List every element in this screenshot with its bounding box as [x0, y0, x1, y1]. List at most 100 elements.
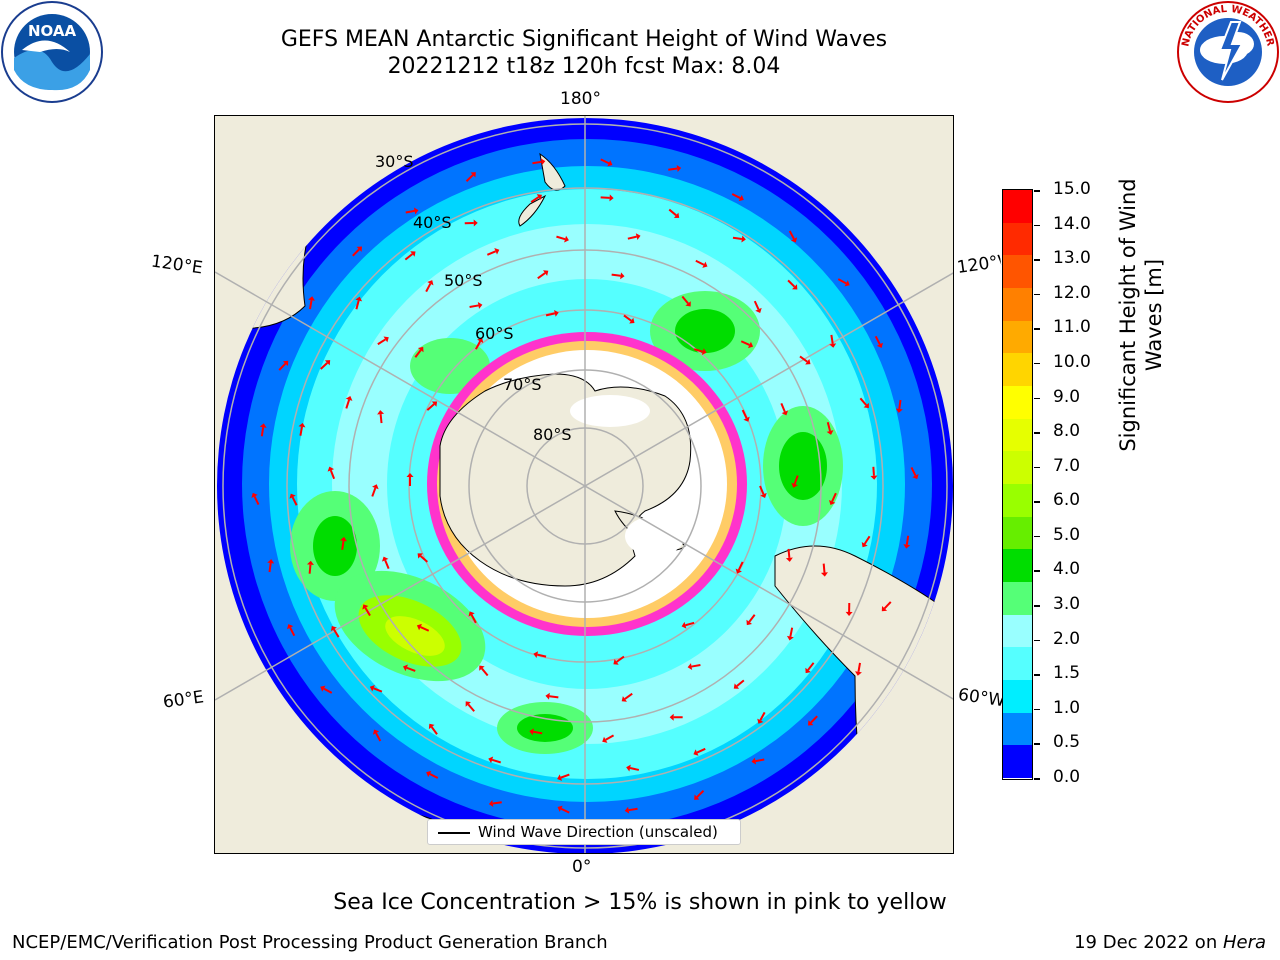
wind-wave-arrowhead: [676, 165, 682, 172]
colorbar-tick: [1034, 466, 1040, 469]
wind-wave-arrowhead: [330, 625, 337, 632]
wind-wave-arrowhead: [621, 696, 627, 702]
wind-wave-arrow: [492, 801, 502, 805]
wind-wave-arrow: [545, 312, 556, 317]
colorbar-tick-label: 14.0: [1053, 213, 1091, 234]
wind-wave-arrowhead: [494, 248, 500, 255]
wind-wave-arrowhead: [427, 280, 434, 286]
wind-wave-arrowhead: [602, 736, 608, 743]
wind-wave-arrow: [872, 466, 875, 476]
polar-map: [214, 115, 954, 854]
wind-wave-arrowhead: [557, 774, 563, 781]
lon-label-upper-left: 120°E: [149, 251, 204, 279]
wind-wave-arrow: [425, 283, 432, 293]
colorbar-tick: [1034, 432, 1040, 434]
wind-wave-arrowhead: [790, 237, 798, 243]
wind-wave-arrow: [780, 403, 786, 413]
wind-wave-arrowhead: [845, 611, 853, 616]
wind-wave-arrowhead: [536, 194, 542, 200]
wind-wave-arrow: [420, 626, 430, 632]
wind-wave-arrowhead: [855, 671, 862, 676]
wind-wave-arrow: [375, 732, 382, 742]
wind-wave-arrow: [691, 664, 701, 668]
wind-wave-arrowhead: [607, 160, 613, 167]
wind-wave-arrowhead: [557, 805, 563, 812]
colorbar-tick-label: 13.0: [1053, 248, 1091, 269]
wind-wave-arrowhead: [431, 401, 438, 407]
colorbar-segment: [1003, 418, 1032, 452]
wind-wave-arrow: [405, 209, 415, 214]
land-new-zealand: [518, 152, 566, 227]
wind-wave-arrowhead: [465, 701, 471, 707]
wind-wave-arrow: [628, 807, 638, 812]
wind-wave-arrow: [430, 726, 438, 735]
wind-wave-arrow: [731, 193, 741, 199]
wind-wave-arrowhead: [529, 728, 534, 736]
wind-wave-arrow: [429, 773, 439, 779]
wind-wave-arrow: [419, 555, 428, 563]
colorbar-tick: [1034, 190, 1040, 192]
colorbar-tick: [1034, 259, 1040, 261]
wind-wave-arrow: [491, 758, 502, 764]
wind-wave-arrowhead: [417, 553, 423, 559]
wind-wave-arrow: [616, 655, 625, 663]
wind-wave-arrowhead: [259, 423, 267, 428]
wind-wave-arrow: [278, 362, 287, 371]
wind-wave-arrowhead: [356, 246, 362, 252]
colorbar-segment: [1003, 582, 1032, 616]
wind-wave-arrowhead: [543, 270, 549, 276]
colorbar-tick: [1034, 570, 1040, 572]
wind-wave-arrow: [260, 427, 265, 437]
colorbar-segment: [1003, 549, 1032, 583]
colorbar-tick: [1034, 293, 1040, 296]
wind-wave-arrow: [696, 790, 705, 798]
colorbar-segment: [1003, 255, 1032, 289]
wind-wave-arrowhead: [863, 402, 869, 409]
wind-wave-arrowhead: [355, 296, 363, 302]
wind-wave-arrow: [759, 711, 766, 721]
colorbar-tick-label: 0.5: [1053, 732, 1081, 753]
colorbar-tick-label: 15.0: [1053, 179, 1091, 199]
lat-label-70s: 70°S: [503, 375, 542, 394]
wind-wave-arrowhead: [781, 410, 789, 416]
wind-wave-arrow: [736, 679, 745, 687]
colorbar-tick: [1034, 639, 1040, 642]
wind-wave-arrowhead: [881, 605, 888, 612]
wind-wave-arrow: [537, 272, 546, 280]
wind-wave-arrowhead: [876, 342, 883, 348]
colorbar-tick-label: 3.0: [1053, 594, 1081, 615]
colorbar-segment: [1003, 516, 1032, 550]
wind-wave-arrow: [788, 230, 795, 240]
colorbar-title-line2: Waves [m]: [1142, 258, 1166, 372]
wind-wave-arrowhead: [477, 301, 483, 309]
colorbar-segment: [1003, 190, 1032, 224]
wind-wave-arrows: [251, 158, 919, 814]
wind-wave-arrowhead: [406, 473, 414, 477]
wind-wave-arrow: [668, 208, 677, 217]
wind-wave-arrowhead: [829, 343, 837, 348]
wind-wave-arrowhead: [340, 536, 347, 542]
colorbar: [1002, 189, 1033, 780]
lon-label-lower-right: 60°W: [956, 684, 1006, 712]
wind-wave-arrowhead: [564, 235, 569, 243]
colorbar-tick-label: 11.0: [1053, 317, 1091, 338]
wind-wave-arrow: [787, 279, 796, 288]
colorbar-tick: [1034, 674, 1040, 676]
wind-wave-arrowhead: [470, 172, 476, 178]
wind-wave-arrowhead: [673, 212, 680, 219]
wind-wave-arrow: [355, 300, 360, 310]
wind-wave-arrow: [426, 403, 435, 411]
wind-wave-arrowhead: [381, 556, 389, 562]
map-title: GEFS MEAN Antarctic Significant Height o…: [280, 27, 888, 52]
colorbar-segment: [1003, 320, 1032, 354]
wind-wave-arrow: [467, 703, 475, 712]
wind-wave-arrowhead: [694, 794, 700, 800]
footer-host: Hera: [1222, 932, 1266, 953]
wind-wave-arrow: [696, 747, 706, 754]
noaa-logo-text: NOAA: [28, 22, 77, 40]
legend-label: Wind Wave Direction (unscaled): [478, 823, 718, 841]
wind-wave-arrowhead: [372, 729, 380, 735]
colorbar-segment: [1003, 614, 1032, 648]
footer-branch: NCEP/EMC/Verification Post Processing Pr…: [12, 932, 608, 953]
colorbar-tick: [1034, 362, 1040, 365]
